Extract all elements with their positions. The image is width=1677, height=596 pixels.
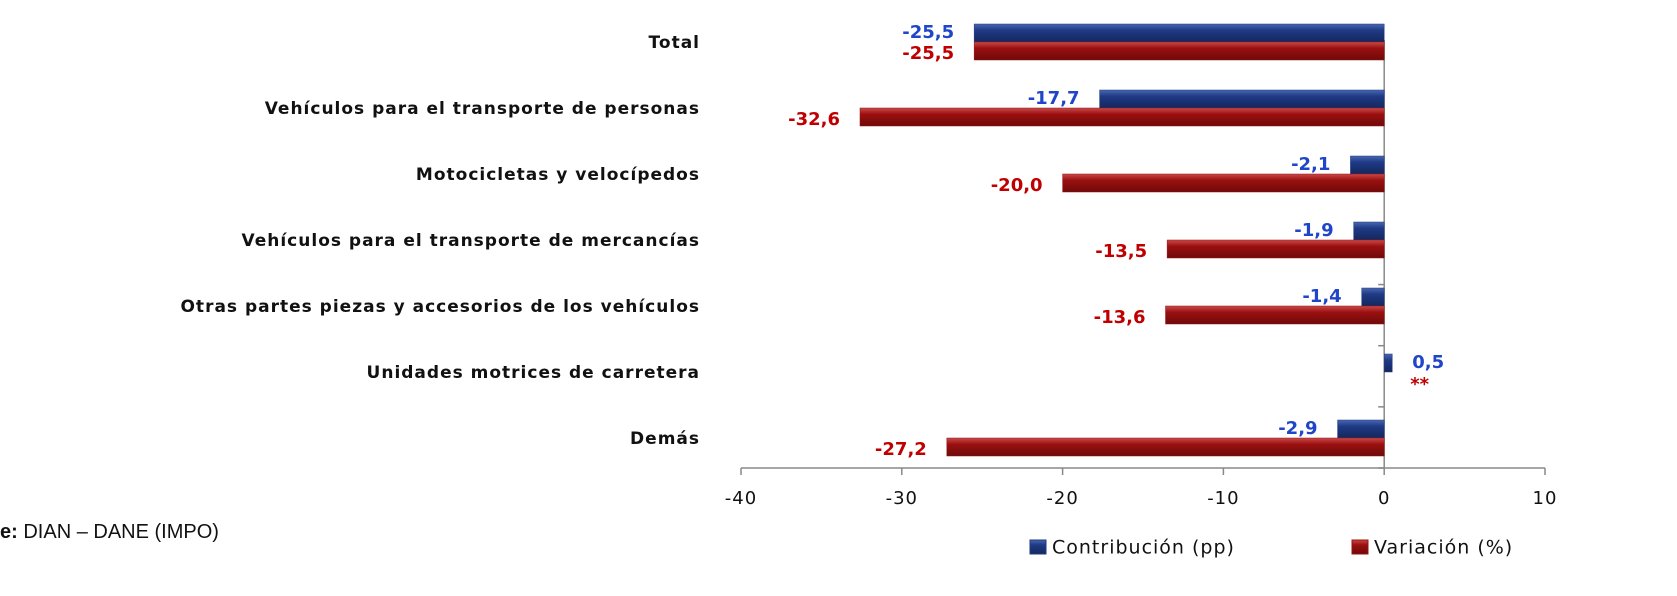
value-label: -27,2 <box>875 439 927 460</box>
legend-swatch <box>1351 539 1369 555</box>
x-tick-label: -20 <box>1046 488 1078 509</box>
x-tick-label: -40 <box>725 488 757 509</box>
category-label: Vehículos para el transporte de personas <box>265 99 700 119</box>
source-text: DIAN – DANE (IMPO) <box>23 521 219 543</box>
value-label: ** <box>1410 374 1429 395</box>
bar <box>1353 221 1385 241</box>
x-tick-label: 0 <box>1378 488 1390 509</box>
value-label: -20,0 <box>991 175 1043 196</box>
legend-label: Contribución (pp) <box>1052 537 1235 559</box>
bar <box>1337 419 1385 439</box>
bar <box>946 437 1385 457</box>
category-label: Otras partes piezas y accesorios de los … <box>180 297 700 317</box>
value-label: -2,9 <box>1278 418 1317 439</box>
bar <box>1099 89 1385 109</box>
bar <box>1383 353 1393 373</box>
bar <box>1350 155 1385 175</box>
legend-swatch <box>1029 539 1047 555</box>
category-label: Vehículos para el transporte de mercancí… <box>242 231 701 251</box>
bar <box>1361 287 1385 307</box>
bar <box>1062 173 1385 193</box>
value-label: -25,5 <box>902 43 954 64</box>
bar <box>859 107 1385 127</box>
category-label: Demás <box>630 429 700 449</box>
category-label: Motocicletas y velocípedos <box>416 165 700 185</box>
value-label: -13,5 <box>1095 241 1147 262</box>
bar <box>1166 239 1385 259</box>
category-label: Total <box>649 33 700 53</box>
bar <box>973 23 1385 43</box>
x-tick-label: -10 <box>1207 488 1239 509</box>
bar <box>973 41 1385 61</box>
category-label: Unidades motrices de carretera <box>367 363 700 383</box>
value-label: -32,6 <box>788 109 840 130</box>
value-label: -25,5 <box>902 22 954 43</box>
x-tick-label: -30 <box>886 488 918 509</box>
value-label: -13,6 <box>1094 307 1146 328</box>
value-label: -1,4 <box>1302 286 1341 307</box>
value-label: 0,5 <box>1412 352 1444 373</box>
value-label: -17,7 <box>1028 88 1080 109</box>
legend-label: Variación (%) <box>1374 537 1513 559</box>
value-label: -2,1 <box>1291 154 1330 175</box>
source: e: DIAN – DANE (IMPO) <box>0 521 219 543</box>
value-label: -1,9 <box>1294 220 1333 241</box>
x-tick-label: 10 <box>1533 488 1558 509</box>
bar <box>1165 305 1385 325</box>
source-label: e: <box>0 521 18 543</box>
